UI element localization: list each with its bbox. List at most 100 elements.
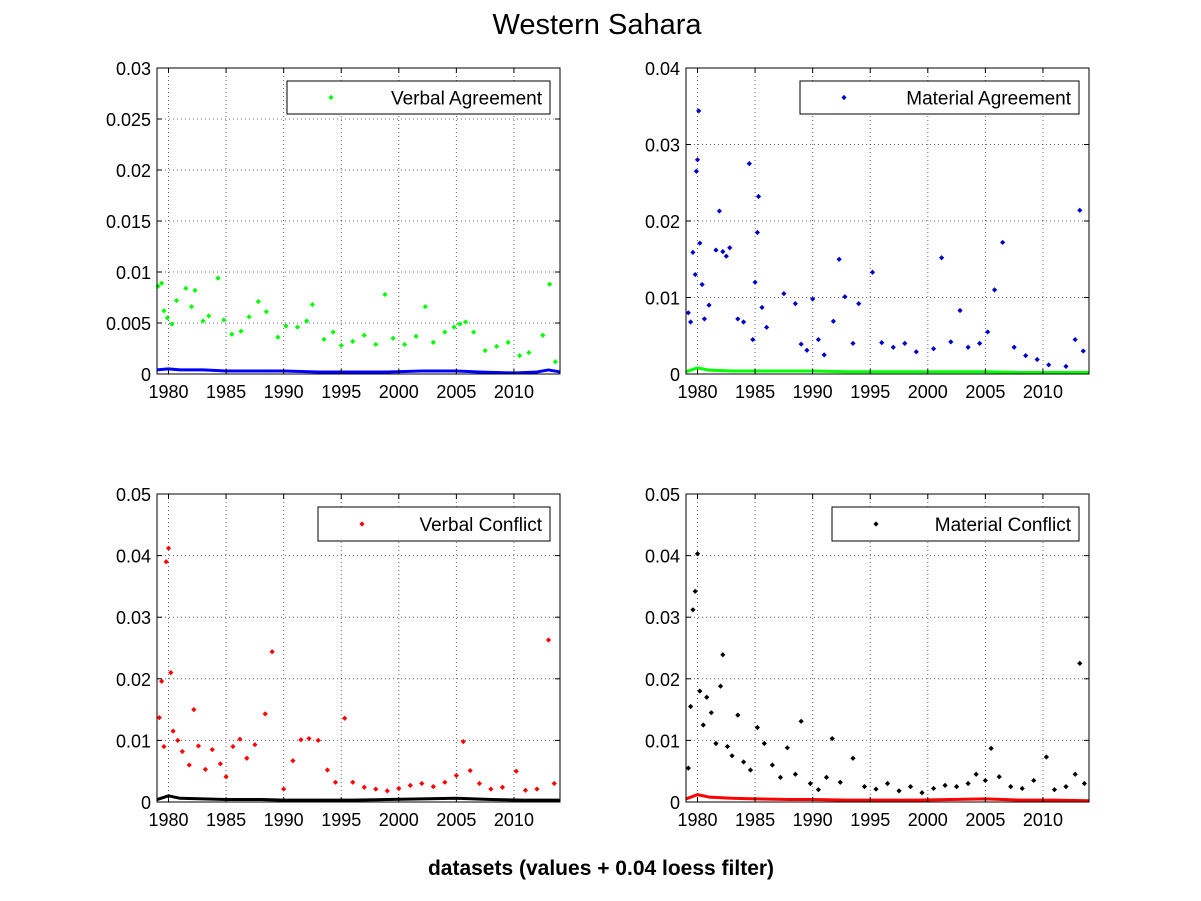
- data-point: [750, 336, 756, 343]
- x-tick-label: 1980: [677, 810, 717, 830]
- data-point: [422, 304, 428, 310]
- data-point: [953, 784, 960, 790]
- data-point: [713, 247, 719, 253]
- data-point: [1023, 353, 1029, 359]
- data-point: [1031, 777, 1037, 784]
- y-tick-label: 0.03: [645, 608, 680, 628]
- data-point: [1000, 239, 1006, 246]
- data-point: [1063, 784, 1069, 790]
- data-point: [704, 694, 710, 700]
- legend-box: [831, 506, 1080, 542]
- data-point: [777, 774, 784, 780]
- data-point: [350, 338, 356, 344]
- data-point: [1072, 771, 1078, 777]
- data-point: [930, 785, 937, 792]
- x-tick-label: 2010: [1023, 810, 1063, 830]
- data-point: [451, 324, 457, 330]
- data-point: [413, 333, 419, 339]
- data-point: [505, 339, 511, 345]
- data-point: [223, 774, 229, 780]
- y-tick-label: 0.005: [106, 314, 151, 334]
- x-tick-label: 1980: [148, 382, 188, 402]
- data-point: [453, 772, 459, 779]
- data-point: [373, 786, 379, 792]
- figure-title: Western Sahara: [492, 9, 702, 41]
- legend-label: Material Conflict: [935, 515, 1072, 536]
- data-point: [1051, 787, 1058, 793]
- data-point: [382, 291, 388, 298]
- data-point: [547, 281, 553, 287]
- data-point: [1072, 336, 1078, 343]
- y-tick-label: 0: [670, 793, 680, 813]
- data-point: [685, 765, 691, 771]
- data-point: [1080, 348, 1086, 354]
- legend: Verbal Agreement: [286, 80, 551, 115]
- panel-material-agreement: 1980 1985 1990 1995 2000 2005 2010 0 0.01 0.02 0.0…: [645, 59, 1090, 402]
- x-tick-label: 2010: [494, 810, 534, 830]
- data-point: [195, 743, 202, 749]
- x-tick-label: 1995: [321, 382, 361, 402]
- y-tick-label: 0.02: [645, 670, 680, 690]
- data-point: [324, 767, 331, 773]
- data-point: [159, 678, 165, 684]
- data-point: [156, 715, 162, 721]
- x-tick-label: 2010: [1023, 382, 1063, 402]
- y-tick-label: 0.03: [116, 59, 151, 79]
- x-tick-label: 1995: [850, 382, 890, 402]
- x-tick-label: 1990: [264, 382, 304, 402]
- data-point: [798, 718, 804, 724]
- data-point: [977, 340, 983, 346]
- data-point: [861, 784, 868, 790]
- figure-xlabel: datasets (values + 0.04 loess filter): [428, 857, 774, 880]
- axes-box: [685, 493, 1090, 803]
- data-point: [837, 779, 843, 785]
- data-point: [269, 649, 275, 655]
- data-point: [991, 287, 998, 293]
- data-point: [237, 736, 243, 742]
- data-point: [298, 737, 304, 743]
- data-point: [545, 637, 552, 643]
- trend-line: [685, 793, 1090, 803]
- data-point: [761, 740, 767, 747]
- data-point: [829, 735, 835, 742]
- data-point: [884, 780, 891, 787]
- x-tick-label: 2010: [494, 382, 534, 402]
- data-point: [690, 607, 696, 613]
- data-point: [873, 786, 879, 792]
- data-point: [717, 683, 724, 689]
- y-tick-label: 0.01: [645, 289, 680, 309]
- data-point: [200, 318, 206, 324]
- data-point: [830, 318, 836, 324]
- data-point: [1043, 754, 1049, 760]
- data-point: [913, 349, 919, 355]
- x-tick-label: 1990: [793, 810, 833, 830]
- data-point: [330, 329, 336, 335]
- trend-line: [156, 794, 560, 802]
- data-point: [165, 545, 172, 551]
- data-point: [716, 208, 722, 214]
- data-point: [747, 767, 754, 773]
- data-point: [338, 342, 344, 349]
- data-point: [1077, 660, 1083, 666]
- y-tick-label: 0.01: [116, 731, 151, 751]
- data-point: [173, 297, 180, 304]
- panels: 1980 1985 1990 1995 2000 2005 2010 0 0.005 0.01 0.…: [106, 59, 1090, 830]
- data-point: [1019, 785, 1025, 792]
- y-tick-label: 0.01: [116, 263, 151, 283]
- y-tick-label: 0.02: [116, 670, 151, 690]
- y-tick-label: 0.05: [645, 485, 680, 505]
- data-point: [304, 318, 310, 324]
- data-point: [1034, 356, 1040, 363]
- data-point: [229, 331, 235, 337]
- data-point: [752, 279, 758, 285]
- data-point: [513, 768, 519, 774]
- legend-marker: [359, 521, 365, 527]
- data-point: [930, 346, 937, 352]
- data-point: [985, 329, 991, 335]
- data-point: [697, 688, 703, 694]
- data-point: [769, 762, 775, 768]
- data-point: [723, 253, 729, 259]
- data-point: [792, 301, 798, 307]
- data-point: [740, 319, 747, 325]
- data-point: [856, 301, 862, 307]
